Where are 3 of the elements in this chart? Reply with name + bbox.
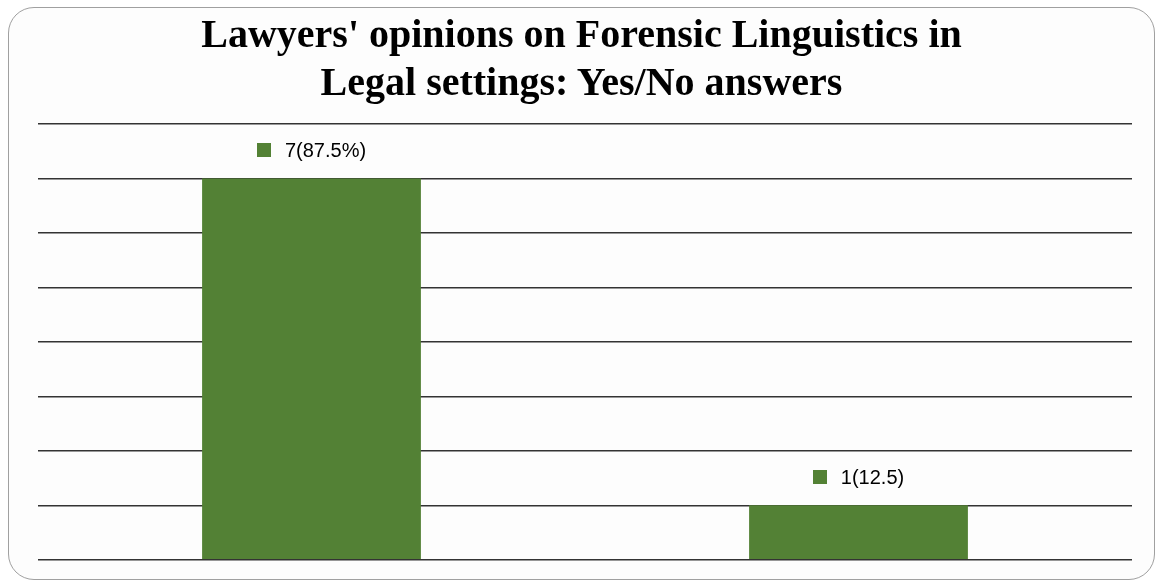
chart-title: Lawyers' opinions on Forensic Linguistics in Legal settings: Yes/No answers — [200, 10, 963, 106]
data-label: 7(87.5%) — [284, 138, 367, 161]
data-label: 1(12.5) — [840, 465, 905, 488]
